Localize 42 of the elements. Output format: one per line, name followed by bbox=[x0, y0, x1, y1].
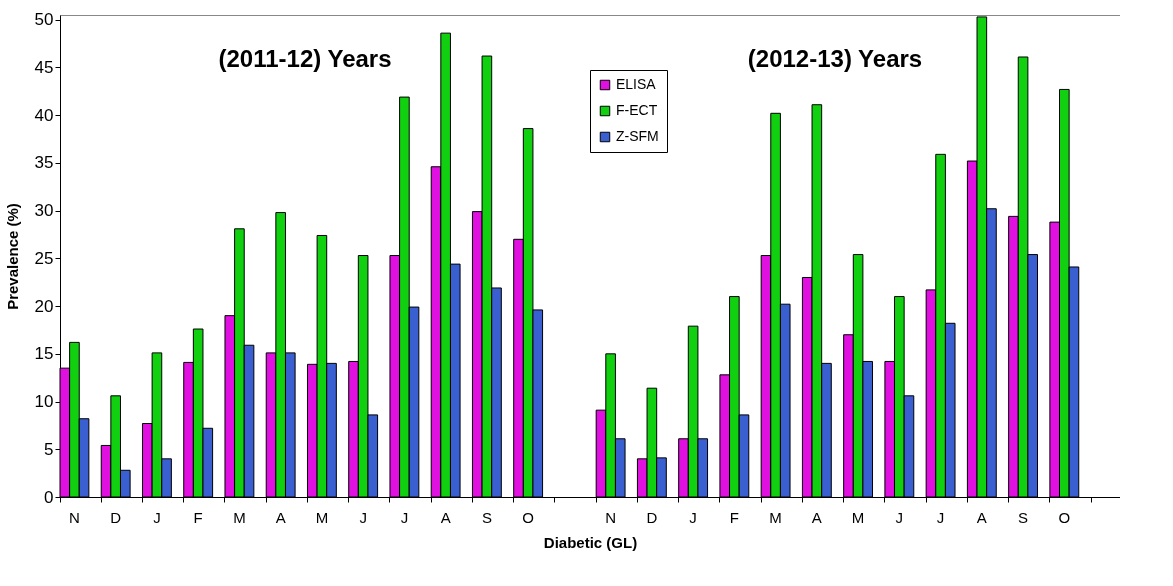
x-tick-label: M bbox=[233, 508, 246, 526]
x-tick-label: J bbox=[400, 508, 409, 526]
x-tick-label: O bbox=[522, 508, 534, 526]
x-tick-label: J bbox=[689, 508, 697, 526]
x-tick-label: M bbox=[851, 508, 865, 526]
y-tick-label: 20 bbox=[34, 296, 54, 316]
x-tick-label: J bbox=[895, 508, 904, 526]
x-tick-label: J bbox=[359, 508, 367, 526]
x-tick-label: N bbox=[69, 508, 80, 526]
y-tick-label: 40 bbox=[34, 105, 54, 125]
x-tick-label: S bbox=[481, 508, 492, 526]
x-tick-label: J bbox=[936, 508, 945, 526]
annotation: (2011-12) Years bbox=[218, 45, 392, 72]
legend-label: ELISA bbox=[616, 76, 657, 92]
y-tick-label: 5 bbox=[44, 439, 54, 459]
x-tick-label: M bbox=[315, 508, 329, 526]
y-tick-label: 35 bbox=[34, 153, 54, 173]
y-tick-label: 30 bbox=[34, 201, 54, 221]
x-tick-label: D bbox=[646, 508, 658, 526]
y-tick-label: 25 bbox=[34, 248, 54, 268]
x-tick-label: N bbox=[605, 508, 617, 526]
x-tick-label: A bbox=[976, 508, 987, 526]
x-tick-label: A bbox=[275, 508, 286, 526]
x-tick-label: A bbox=[440, 508, 451, 526]
x-axis-title: Diabetic (GL) bbox=[543, 533, 638, 551]
x-tick-label: A bbox=[811, 508, 822, 526]
y-tick-label: 50 bbox=[34, 10, 54, 30]
y-tick-label: 45 bbox=[34, 58, 54, 77]
x-tick-label: F bbox=[193, 508, 203, 526]
y-tick-label: 10 bbox=[34, 392, 54, 412]
legend-label: Z-SFM bbox=[616, 128, 659, 144]
legend-label: F-ECT bbox=[616, 102, 658, 118]
annotation: (2012-13) Years bbox=[747, 45, 923, 72]
x-tick-label: M bbox=[769, 508, 782, 526]
y-tick-label: 0 bbox=[44, 487, 54, 507]
x-tick-label: S bbox=[1018, 508, 1029, 526]
x-tick-label: D bbox=[110, 508, 122, 526]
x-tick-label: O bbox=[1058, 508, 1071, 526]
x-tick-label: F bbox=[729, 508, 739, 526]
x-tick-label: J bbox=[153, 508, 161, 526]
y-tick-label: 15 bbox=[34, 344, 54, 364]
y-axis-title: Prevalence (%) bbox=[3, 203, 21, 310]
